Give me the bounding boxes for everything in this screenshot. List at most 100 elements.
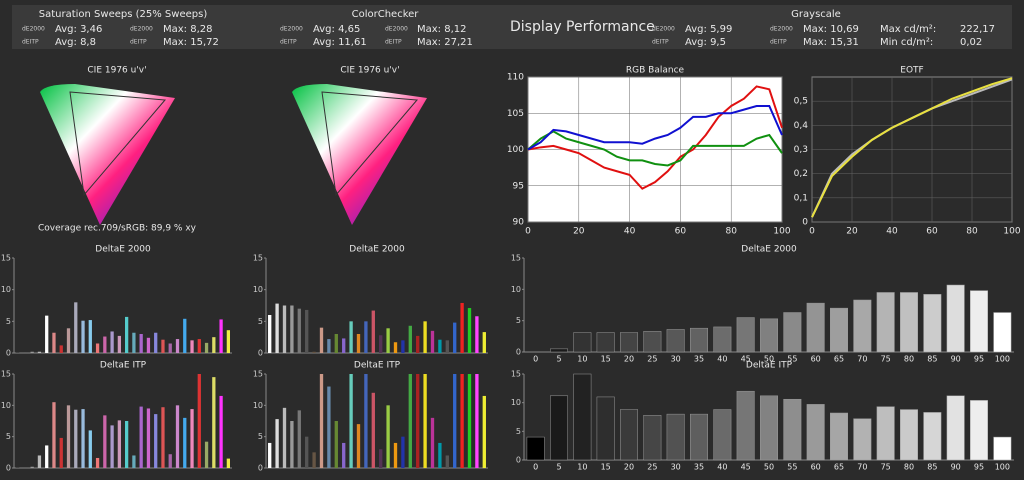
x-tick-label: 100 <box>995 463 1010 472</box>
bar <box>364 321 368 353</box>
bar <box>876 406 895 461</box>
bar <box>526 436 545 461</box>
bar <box>993 312 1012 353</box>
y-tick-label: 5 <box>258 317 263 326</box>
series-line <box>527 130 783 167</box>
bar <box>312 351 316 353</box>
bar <box>15 352 20 353</box>
bar <box>334 421 338 468</box>
x-tick-label: 45 <box>741 463 751 472</box>
bar <box>475 316 479 353</box>
stat-label: dE2000 <box>385 26 408 33</box>
stat-value: Avg: 4,65 <box>313 24 360 35</box>
series-line <box>527 105 783 151</box>
bar <box>573 332 592 353</box>
bar <box>297 308 301 353</box>
stat-label: dEITP <box>385 39 402 46</box>
bar <box>312 452 316 468</box>
bar <box>596 332 615 353</box>
x-tick-label: 30 <box>671 463 681 472</box>
cie-title: CIE 1976 u'v' <box>87 66 146 76</box>
bar <box>393 442 398 468</box>
bar <box>379 449 383 468</box>
bar <box>445 340 449 353</box>
bar <box>445 455 449 468</box>
y-tick-label: 10 <box>1 285 11 294</box>
bar <box>993 436 1012 461</box>
bar <box>81 320 85 353</box>
stat-label: dEITP <box>280 39 297 46</box>
y-tick-label: 10 <box>253 285 263 294</box>
y-tick-label: 0 <box>258 349 263 358</box>
bar <box>620 332 638 353</box>
bar <box>970 400 988 461</box>
bar <box>438 442 442 468</box>
y-tick-label: 10 <box>1 401 11 410</box>
bar <box>66 405 71 468</box>
bar <box>95 457 100 468</box>
bar <box>204 342 209 353</box>
x-tick-label: 10 <box>577 463 587 472</box>
bar <box>970 290 988 353</box>
bar <box>154 414 158 468</box>
bar <box>146 408 151 468</box>
stat-label: dEITP <box>770 39 787 46</box>
y-tick-label: 15 <box>253 370 263 379</box>
x-tick-label: 30 <box>671 355 681 364</box>
x-tick-label: 85 <box>927 355 937 364</box>
bar <box>482 332 486 353</box>
x-tick-label: 75 <box>881 355 891 364</box>
bar <box>23 352 27 353</box>
bar <box>386 328 390 353</box>
cie-panel: CIE 1976 u'v' <box>292 66 427 225</box>
x-tick-label: 55 <box>787 355 797 364</box>
bar <box>45 445 49 468</box>
bar <box>204 441 209 468</box>
x-tick-label: 0 <box>809 227 815 237</box>
bar <box>161 407 165 468</box>
bar <box>830 307 848 353</box>
bar <box>52 402 56 468</box>
bar <box>59 437 63 468</box>
bar <box>290 305 294 353</box>
bar <box>37 351 42 353</box>
bar <box>168 454 172 468</box>
bar <box>736 390 755 461</box>
stat-label: dE2000 <box>22 26 45 33</box>
y-tick-label: 105 <box>507 109 524 119</box>
y-tick-label: 5 <box>516 316 521 325</box>
x-tick-label: 0 <box>533 463 538 472</box>
bar <box>760 395 778 461</box>
stat-value: Max: 27,21 <box>417 37 473 48</box>
bar <box>830 412 848 461</box>
x-tick-label: 35 <box>694 463 704 472</box>
bar <box>327 386 331 468</box>
bar <box>430 330 435 353</box>
bar <box>190 340 194 353</box>
bar <box>453 322 457 353</box>
stat-label: dEITP <box>130 39 147 46</box>
bar <box>59 345 63 353</box>
y-tick-label: 15 <box>1 254 11 263</box>
stat-value: Max: 15,31 <box>803 37 859 48</box>
bar <box>168 343 172 353</box>
bar <box>297 410 301 468</box>
x-tick-label: 80 <box>966 227 978 237</box>
bar <box>467 308 472 353</box>
bar <box>379 335 383 353</box>
bar <box>66 328 71 353</box>
x-tick-label: 60 <box>675 227 687 237</box>
bar <box>139 334 143 353</box>
bar <box>853 418 872 461</box>
chart-title: RGB Balance <box>626 66 685 76</box>
bar <box>386 405 390 468</box>
y-tick-label: 0 <box>6 349 11 358</box>
stat-value: Avg: 5,99 <box>685 24 732 35</box>
bar <box>219 319 223 353</box>
stat-label: dE2000 <box>280 26 303 33</box>
bar <box>923 412 942 461</box>
bar <box>666 329 685 353</box>
bar <box>783 398 802 461</box>
stat-value: Avg: 8,8 <box>55 37 96 48</box>
